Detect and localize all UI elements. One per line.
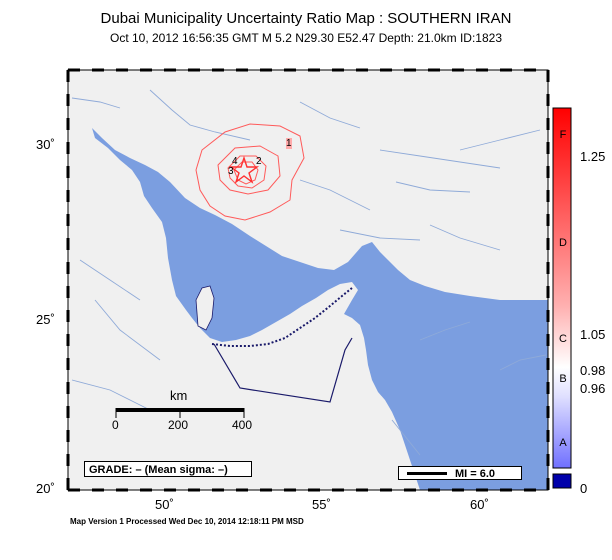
grade-letter-d: D (559, 237, 567, 249)
grade-letter-f: F (559, 129, 567, 141)
gulf-water (92, 128, 548, 490)
scale-label-400: 400 (232, 418, 253, 432)
mi-text: MI = 6.0 (455, 468, 496, 480)
scale-label-200: 200 (168, 418, 189, 432)
map-title: Dubai Municipality Uncertainty Ratio Map… (100, 10, 512, 27)
uae-coastline (211, 287, 353, 347)
footer-note: Map Version 1 Processed Wed Dec 10, 2014… (70, 517, 304, 526)
grade-box: GRADE: – (Mean sigma: –) (84, 461, 252, 477)
epicenter-star (228, 155, 260, 184)
lon-label-50: 50˚ (155, 497, 174, 512)
colorbar (552, 107, 572, 469)
grade-letter-a: A (559, 437, 567, 449)
frame-ticks (66, 68, 550, 492)
lat-label-25: 25˚ (36, 312, 55, 327)
contour-label-1: 1 (286, 138, 292, 149)
grade-letter-c: C (559, 333, 567, 345)
lat-label-30: 30˚ (36, 137, 55, 152)
grade-letter-b: B (559, 373, 567, 385)
mi-line (407, 472, 447, 475)
colorbar-value-3: 0.98 (580, 363, 606, 378)
contour-label-4: 4 (232, 156, 238, 167)
map-subtitle: Oct 10, 2012 16:56:35 GMT M 5.2 N29.30 E… (109, 31, 502, 45)
scale-title: km (170, 388, 188, 403)
contour-label-2: 2 (256, 156, 262, 167)
country-border (213, 337, 353, 403)
uncertainty-contours (195, 123, 305, 221)
colorbar-low-swatch (552, 473, 572, 489)
qatar-land (195, 285, 215, 331)
lon-label-60: 60˚ (470, 497, 489, 512)
scale-label-0: 0 (112, 418, 119, 432)
lat-label-20: 20˚ (36, 481, 55, 496)
colorbar-value-1: 1.25 (580, 149, 606, 164)
colorbar-value-2: 1.05 (580, 327, 606, 342)
lon-label-55: 55˚ (312, 497, 331, 512)
mi-legend: MI = 6.0 (398, 466, 522, 480)
colorbar-value-4: 0.96 (580, 381, 606, 396)
rivers (71, 89, 547, 456)
contour-label-3: 3 (228, 166, 234, 177)
colorbar-value-5: 0 (580, 481, 588, 496)
scale-bar (115, 408, 245, 418)
